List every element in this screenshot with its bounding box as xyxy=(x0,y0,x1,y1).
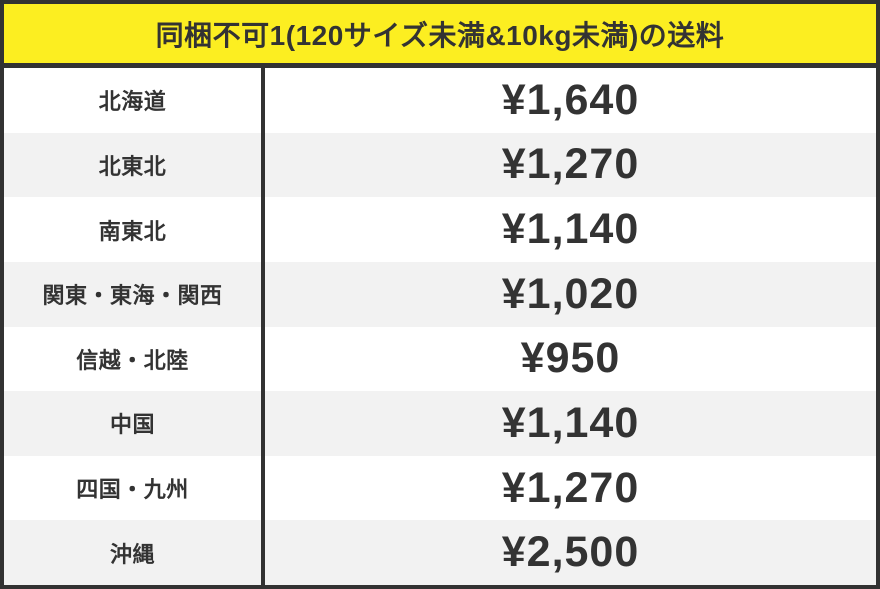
price-cell: ¥1,140 xyxy=(501,205,640,254)
region-cell: 中国 xyxy=(4,391,265,456)
price-cell: ¥1,270 xyxy=(501,463,640,512)
table-row: 信越・北陸 ¥950 xyxy=(4,326,876,392)
region-cell: 信越・北陸 xyxy=(4,326,265,392)
table-title: 同梱不可1(120サイズ未満&10kg未満)の送料 xyxy=(155,19,725,51)
region-cell: 南東北 xyxy=(4,197,265,262)
price-cell: ¥2,500 xyxy=(501,528,640,577)
table-row: 中国 ¥1,140 xyxy=(4,391,876,456)
region-cell: 北東北 xyxy=(4,132,265,198)
table-row: 南東北 ¥1,140 xyxy=(4,197,876,262)
price-cell: ¥1,140 xyxy=(501,398,640,447)
region-cell: 関東・東海・関西 xyxy=(4,261,265,327)
price-cell: ¥1,640 xyxy=(501,75,640,124)
table-row: 北海道 ¥1,640 xyxy=(4,68,876,133)
region-cell: 四国・九州 xyxy=(4,455,265,521)
price-cell: ¥1,020 xyxy=(501,269,640,318)
table-row: 関東・東海・関西 ¥1,020 xyxy=(4,261,876,327)
table-title-banner: 同梱不可1(120サイズ未満&10kg未満)の送料 xyxy=(4,4,876,68)
price-cell: ¥950 xyxy=(520,334,621,383)
region-cell: 北海道 xyxy=(4,68,265,133)
table-row: 四国・九州 ¥1,270 xyxy=(4,455,876,521)
table-body: 北海道 ¥1,640 北東北 ¥1,270 南東北 ¥1,140 関東・東海・関… xyxy=(4,68,876,585)
table-row: 北東北 ¥1,270 xyxy=(4,132,876,198)
region-cell: 沖縄 xyxy=(4,520,265,585)
table-row: 沖縄 ¥2,500 xyxy=(4,520,876,585)
price-cell: ¥1,270 xyxy=(501,140,640,189)
